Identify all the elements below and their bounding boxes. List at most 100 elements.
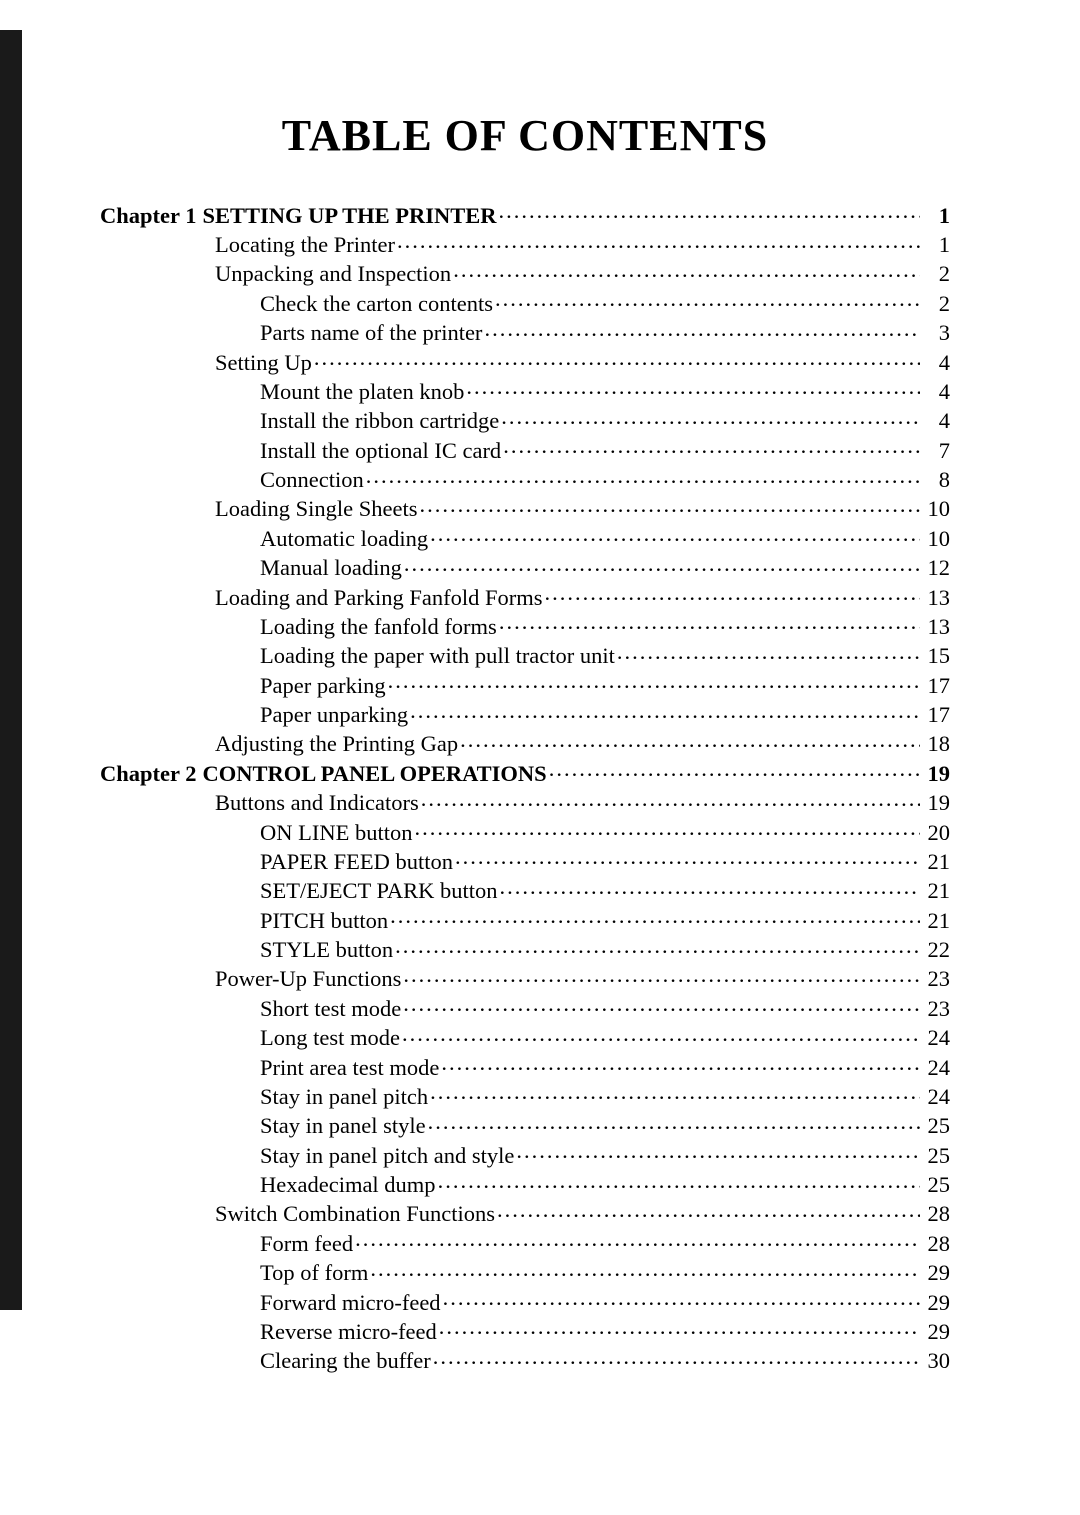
toc-entry-text: Loading and Parking Fanfold Forms	[215, 587, 542, 610]
toc-entry-row: Manual loading12	[100, 552, 950, 581]
toc-entry-text: Loading Single Sheets	[215, 498, 417, 521]
toc-page-number: 10	[922, 528, 950, 551]
toc-entry-row: PITCH button 21	[100, 904, 950, 933]
toc-entry-text: Clearing the buffer	[260, 1350, 431, 1373]
toc-entry-row: Forward micro-feed29	[100, 1286, 950, 1315]
dot-leader	[366, 465, 920, 488]
dot-leader	[617, 641, 920, 664]
toc-page-number: 25	[922, 1174, 950, 1197]
toc-entry-row: Adjusting the Printing Gap18	[100, 728, 950, 757]
toc-page-number: 20	[922, 822, 950, 845]
dot-leader	[516, 1140, 920, 1163]
dot-leader	[410, 700, 920, 723]
toc-page-number: 24	[922, 1057, 950, 1080]
toc-entry-text: Setting Up	[215, 352, 312, 375]
toc-entry-text: SETTING UP THE PRINTER	[202, 205, 496, 228]
toc-page-number: 8	[922, 469, 950, 492]
toc-entry-text: Long test mode	[260, 1027, 400, 1050]
dot-leader	[403, 964, 920, 987]
dot-leader	[443, 1287, 920, 1310]
toc-entry-row: Stay in panel pitch24	[100, 1080, 950, 1109]
toc-page-number: 19	[922, 763, 950, 786]
toc-page-number: 30	[922, 1350, 950, 1373]
chapter-label: Chapter 2	[100, 763, 196, 786]
toc-entry-text: Connection	[260, 469, 364, 492]
dot-leader	[503, 435, 920, 458]
toc-page-number: 23	[922, 968, 950, 991]
toc-chapter-row: Chapter 1SETTING UP THE PRINTER1	[100, 199, 950, 228]
dot-leader	[419, 494, 920, 517]
dot-leader	[430, 1081, 920, 1104]
toc-entry-row: Automatic loading10	[100, 522, 950, 551]
toc-entry-row: Loading the fanfold forms13	[100, 610, 950, 639]
toc-page-number: 28	[922, 1233, 950, 1256]
dot-leader	[455, 846, 920, 869]
toc-page-number: 21	[922, 910, 950, 933]
table-of-contents: Chapter 1SETTING UP THE PRINTER1Locating…	[100, 199, 950, 1374]
toc-entry-text: STYLE button	[260, 939, 393, 962]
toc-entry-row: Loading and Parking Fanfold Forms 13	[100, 581, 950, 610]
toc-entry-text: CONTROL PANEL OPERATIONS	[202, 763, 546, 786]
toc-entry-text: Install the optional IC card	[260, 440, 501, 463]
toc-entry-row: Locating the Printer1	[100, 228, 950, 257]
dot-leader	[439, 1316, 920, 1339]
toc-page-number: 17	[922, 704, 950, 727]
toc-entry-text: Loading the paper with pull tractor unit	[260, 645, 615, 668]
toc-entry-row: Power-Up Functions 23	[100, 963, 950, 992]
toc-entry-row: Paper parking17	[100, 669, 950, 698]
toc-entry-row: Setting Up4	[100, 346, 950, 375]
toc-page-number: 29	[922, 1262, 950, 1285]
toc-entry-row: Check the carton contents2	[100, 287, 950, 316]
dot-leader	[499, 611, 920, 634]
toc-entry-text: Loading the fanfold forms	[260, 616, 497, 639]
toc-page-number: 18	[922, 733, 950, 756]
dot-leader	[421, 788, 920, 811]
toc-entry-text: Form feed	[260, 1233, 353, 1256]
toc-entry-row: Long test mode24	[100, 1022, 950, 1051]
toc-entry-row: Switch Combination Functions 28	[100, 1198, 950, 1227]
toc-entry-row: PAPER FEED button21	[100, 845, 950, 874]
toc-page-number: 3	[922, 322, 950, 345]
toc-entry-row: Short test mode23	[100, 992, 950, 1021]
toc-entry-text: Power-Up Functions	[215, 968, 401, 991]
dot-leader	[495, 288, 920, 311]
toc-page-number: 2	[922, 293, 950, 316]
toc-entry-row: Loading Single Sheets10	[100, 493, 950, 522]
toc-entry-row: Reverse micro-feed29	[100, 1315, 950, 1344]
toc-entry-text: Buttons and Indicators	[215, 792, 419, 815]
dot-leader	[414, 817, 920, 840]
dot-leader	[438, 1170, 920, 1193]
toc-entry-text: Parts name of the printer	[260, 322, 482, 345]
toc-page-number: 13	[922, 587, 950, 610]
dot-leader	[433, 1346, 920, 1369]
toc-page-number: 1	[922, 234, 950, 257]
toc-entry-row: Install the ribbon cartridge4	[100, 405, 950, 434]
dot-leader	[466, 376, 920, 399]
toc-entry-text: ON LINE button	[260, 822, 412, 845]
toc-entry-row: Print area test mode24	[100, 1051, 950, 1080]
toc-entry-text: Paper parking	[260, 675, 386, 698]
toc-entry-text: Stay in panel pitch	[260, 1086, 428, 1109]
dot-leader	[549, 758, 920, 781]
toc-page-number: 25	[922, 1115, 950, 1138]
dot-leader	[397, 230, 920, 253]
toc-entry-text: Top of form	[260, 1262, 368, 1285]
toc-chapter-row: Chapter 2 CONTROL PANEL OPERATIONS 19	[100, 757, 950, 786]
toc-entry-row: Form feed 28	[100, 1227, 950, 1256]
toc-entry-row: Unpacking and Inspection2	[100, 258, 950, 287]
toc-entry-text: Paper unparking	[260, 704, 408, 727]
toc-entry-text: PITCH button	[260, 910, 388, 933]
dot-leader	[460, 729, 920, 752]
toc-page-number: 29	[922, 1292, 950, 1315]
toc-entry-text: Switch Combination Functions	[215, 1203, 495, 1226]
toc-page-number: 28	[922, 1203, 950, 1226]
dot-leader	[497, 1199, 920, 1222]
toc-entry-row: Hexadecimal dump25	[100, 1168, 950, 1197]
dot-leader	[500, 876, 920, 899]
dot-leader	[314, 347, 920, 370]
dot-leader	[484, 318, 920, 341]
toc-entry-text: Install the ribbon cartridge	[260, 410, 499, 433]
dot-leader	[430, 523, 920, 546]
toc-entry-text: Stay in panel pitch and style	[260, 1145, 514, 1168]
toc-page-number: 12	[922, 557, 950, 580]
